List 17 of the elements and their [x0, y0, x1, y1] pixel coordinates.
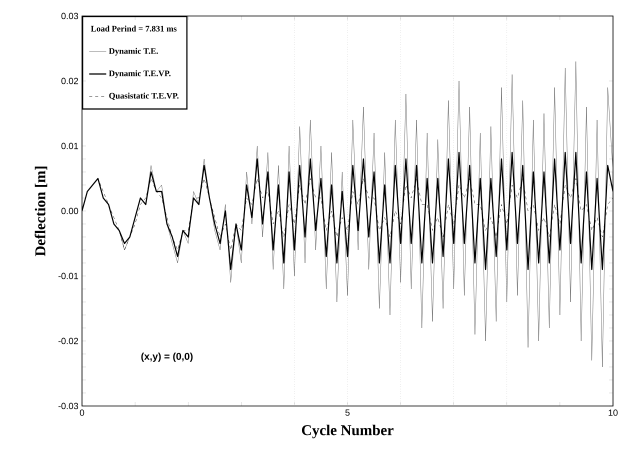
y-tick-label: -0.01: [58, 272, 78, 280]
y-tick-label: 0.00: [61, 208, 78, 214]
x-tick-label: 0: [80, 410, 84, 416]
x-tick-label: 10: [608, 410, 618, 416]
legend-label: Dynamic T.E.VP.: [108, 70, 171, 78]
annotation: (x,y) = (0,0): [141, 352, 193, 362]
legend-label: Quasistatic T.E.VP.: [109, 92, 179, 100]
legend-label: Dynamic T.E.: [108, 48, 158, 56]
y-tick-label: -0.02: [58, 338, 78, 344]
y-tick-label: 0.01: [61, 142, 78, 150]
y-tick-label: -0.03: [58, 402, 78, 410]
y-axis-title: Deflection [m]: [34, 166, 48, 256]
x-axis-title: Cycle Number: [302, 424, 394, 438]
y-tick-label: 0.03: [61, 12, 78, 20]
y-tick-label: 0.02: [61, 78, 78, 84]
legend-title: Load Perind = 7.831 ms: [90, 26, 177, 32]
x-tick-label: 5: [345, 410, 350, 416]
